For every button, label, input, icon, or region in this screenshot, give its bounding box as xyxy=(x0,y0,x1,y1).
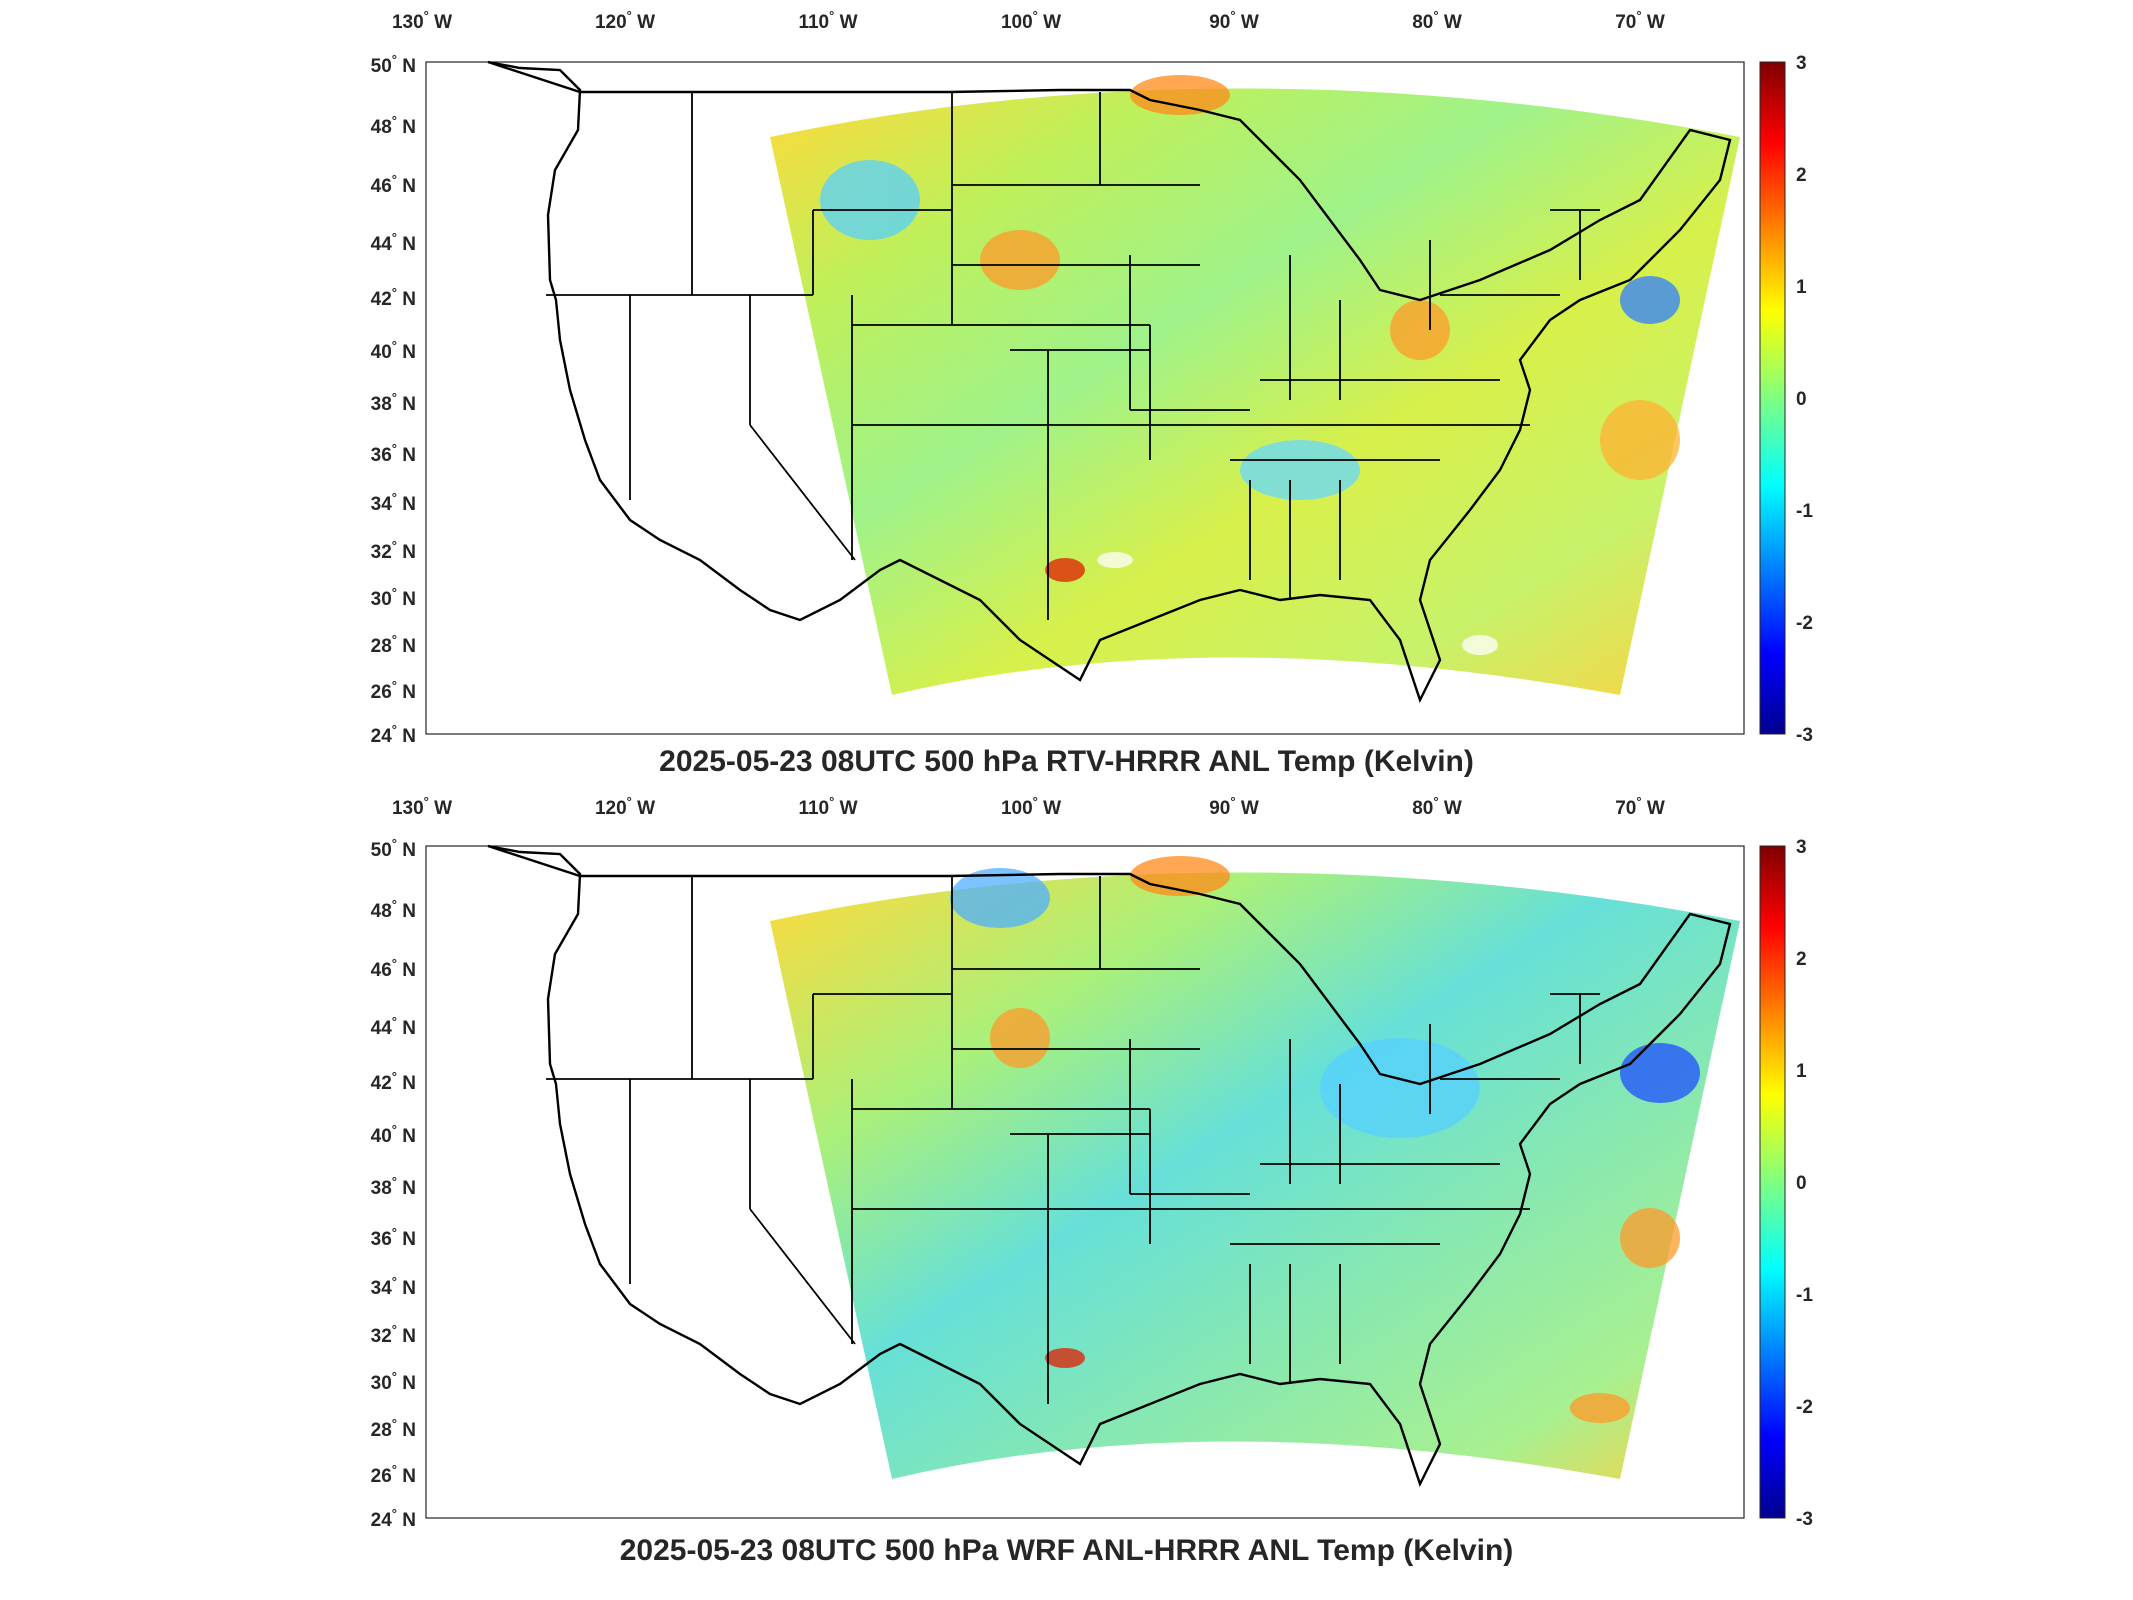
colorbar xyxy=(1759,61,1786,735)
colorbar-ticks: 3 2 1 0 -1 -2 -3 xyxy=(1796,837,1813,1530)
state-borders xyxy=(546,876,1600,1404)
lat-label: 30° N xyxy=(371,1369,416,1394)
lon-label: 80° W xyxy=(1412,8,1462,33)
country-outline xyxy=(487,844,1732,1488)
lat-label: 46° N xyxy=(371,172,416,197)
map-title: 2025-05-23 08UTC 500 hPa WRF ANL-HRRR AN… xyxy=(619,1534,1514,1567)
colorbar-tick: 3 xyxy=(1796,53,1807,74)
lat-labels: 50° N 48° N 46° N 44° N 42° N 40° N 38° … xyxy=(371,52,416,747)
lat-label: 34° N xyxy=(371,1274,416,1299)
colorbar-tick: 1 xyxy=(1796,277,1807,298)
lat-label: 50° N xyxy=(371,52,416,77)
lat-label: 28° N xyxy=(371,1416,416,1441)
lon-label: 130° W xyxy=(392,794,452,819)
lat-label: 28° N xyxy=(371,632,416,657)
lon-labels: 130° W 120° W 110° W 100° W 90° W 80° W … xyxy=(392,8,1665,33)
anomaly-blobs xyxy=(820,75,1680,655)
colorbar-tick: 0 xyxy=(1796,389,1807,410)
colorbar-tick: 2 xyxy=(1796,165,1807,186)
lon-label: 100° W xyxy=(1001,8,1061,33)
anomaly-blobs xyxy=(950,856,1700,1423)
colorbar-tick: -1 xyxy=(1796,1285,1813,1306)
lat-label: 36° N xyxy=(371,441,416,466)
lat-label: 48° N xyxy=(371,113,416,138)
lon-label: 80° W xyxy=(1412,794,1462,819)
lat-label: 32° N xyxy=(371,538,416,563)
lon-label: 90° W xyxy=(1209,794,1259,819)
lat-label: 38° N xyxy=(371,1174,416,1199)
lon-label: 110° W xyxy=(798,8,857,33)
temperature-field xyxy=(770,88,1740,695)
lat-label: 42° N xyxy=(371,1069,416,1094)
lat-label: 40° N xyxy=(371,338,416,363)
lat-label: 34° N xyxy=(371,490,416,515)
map-title: 2025-05-23 08UTC 500 hPa RTV-HRRR ANL Te… xyxy=(659,745,1474,778)
lon-label: 70° W xyxy=(1615,794,1665,819)
map-figure-top: 130° W 120° W 110° W 100° W 90° W 80° W … xyxy=(371,8,1814,747)
lon-label: 70° W xyxy=(1615,8,1665,33)
colorbar-tick: -3 xyxy=(1796,725,1813,746)
lat-label: 24° N xyxy=(371,722,416,747)
lat-label: 40° N xyxy=(371,1122,416,1147)
map-figure-bottom: 130° W 120° W 110° W 100° W 90° W 80° W … xyxy=(371,794,1814,1531)
colorbar-tick: -2 xyxy=(1796,613,1813,634)
lon-label: 110° W xyxy=(798,794,857,819)
colorbar-tick: -3 xyxy=(1796,1509,1813,1530)
lon-label: 100° W xyxy=(1001,794,1061,819)
lat-label: 48° N xyxy=(371,897,416,922)
lon-labels: 130° W 120° W 110° W 100° W 90° W 80° W … xyxy=(392,794,1665,819)
lat-label: 36° N xyxy=(371,1225,416,1250)
lat-label: 42° N xyxy=(371,285,416,310)
country-outline xyxy=(487,60,1732,704)
map-panel-top: 130° W 120° W 110° W 100° W 90° W 80° W … xyxy=(371,8,1814,778)
colorbar-tick: 3 xyxy=(1796,837,1807,858)
colorbar-ticks: 3 2 1 0 -1 -2 -3 xyxy=(1796,53,1813,746)
lat-label: 26° N xyxy=(371,678,416,703)
lat-label: 44° N xyxy=(371,230,416,255)
lat-label: 30° N xyxy=(371,585,416,610)
colorbar-tick: 2 xyxy=(1796,949,1807,970)
lat-label: 50° N xyxy=(371,836,416,861)
lat-label: 46° N xyxy=(371,956,416,981)
lat-label: 38° N xyxy=(371,390,416,415)
lat-label: 32° N xyxy=(371,1322,416,1347)
temperature-field xyxy=(770,872,1740,1479)
colorbar-tick: 0 xyxy=(1796,1173,1807,1194)
lat-label: 44° N xyxy=(371,1014,416,1039)
lon-label: 130° W xyxy=(392,8,452,33)
lat-labels: 50° N 48° N 46° N 44° N 42° N 40° N 38° … xyxy=(371,836,416,1531)
colorbar-tick: -1 xyxy=(1796,501,1813,522)
colorbar-tick: 1 xyxy=(1796,1061,1807,1082)
lat-label: 26° N xyxy=(371,1462,416,1487)
map-panel-bottom: 130° W 120° W 110° W 100° W 90° W 80° W … xyxy=(0,788,2133,1600)
lon-label: 90° W xyxy=(1209,8,1259,33)
lat-label: 24° N xyxy=(371,1506,416,1531)
state-borders xyxy=(546,92,1600,620)
lon-label: 120° W xyxy=(595,8,655,33)
lon-label: 120° W xyxy=(595,794,655,819)
colorbar-tick: -2 xyxy=(1796,1397,1813,1418)
colorbar xyxy=(1759,845,1786,1519)
